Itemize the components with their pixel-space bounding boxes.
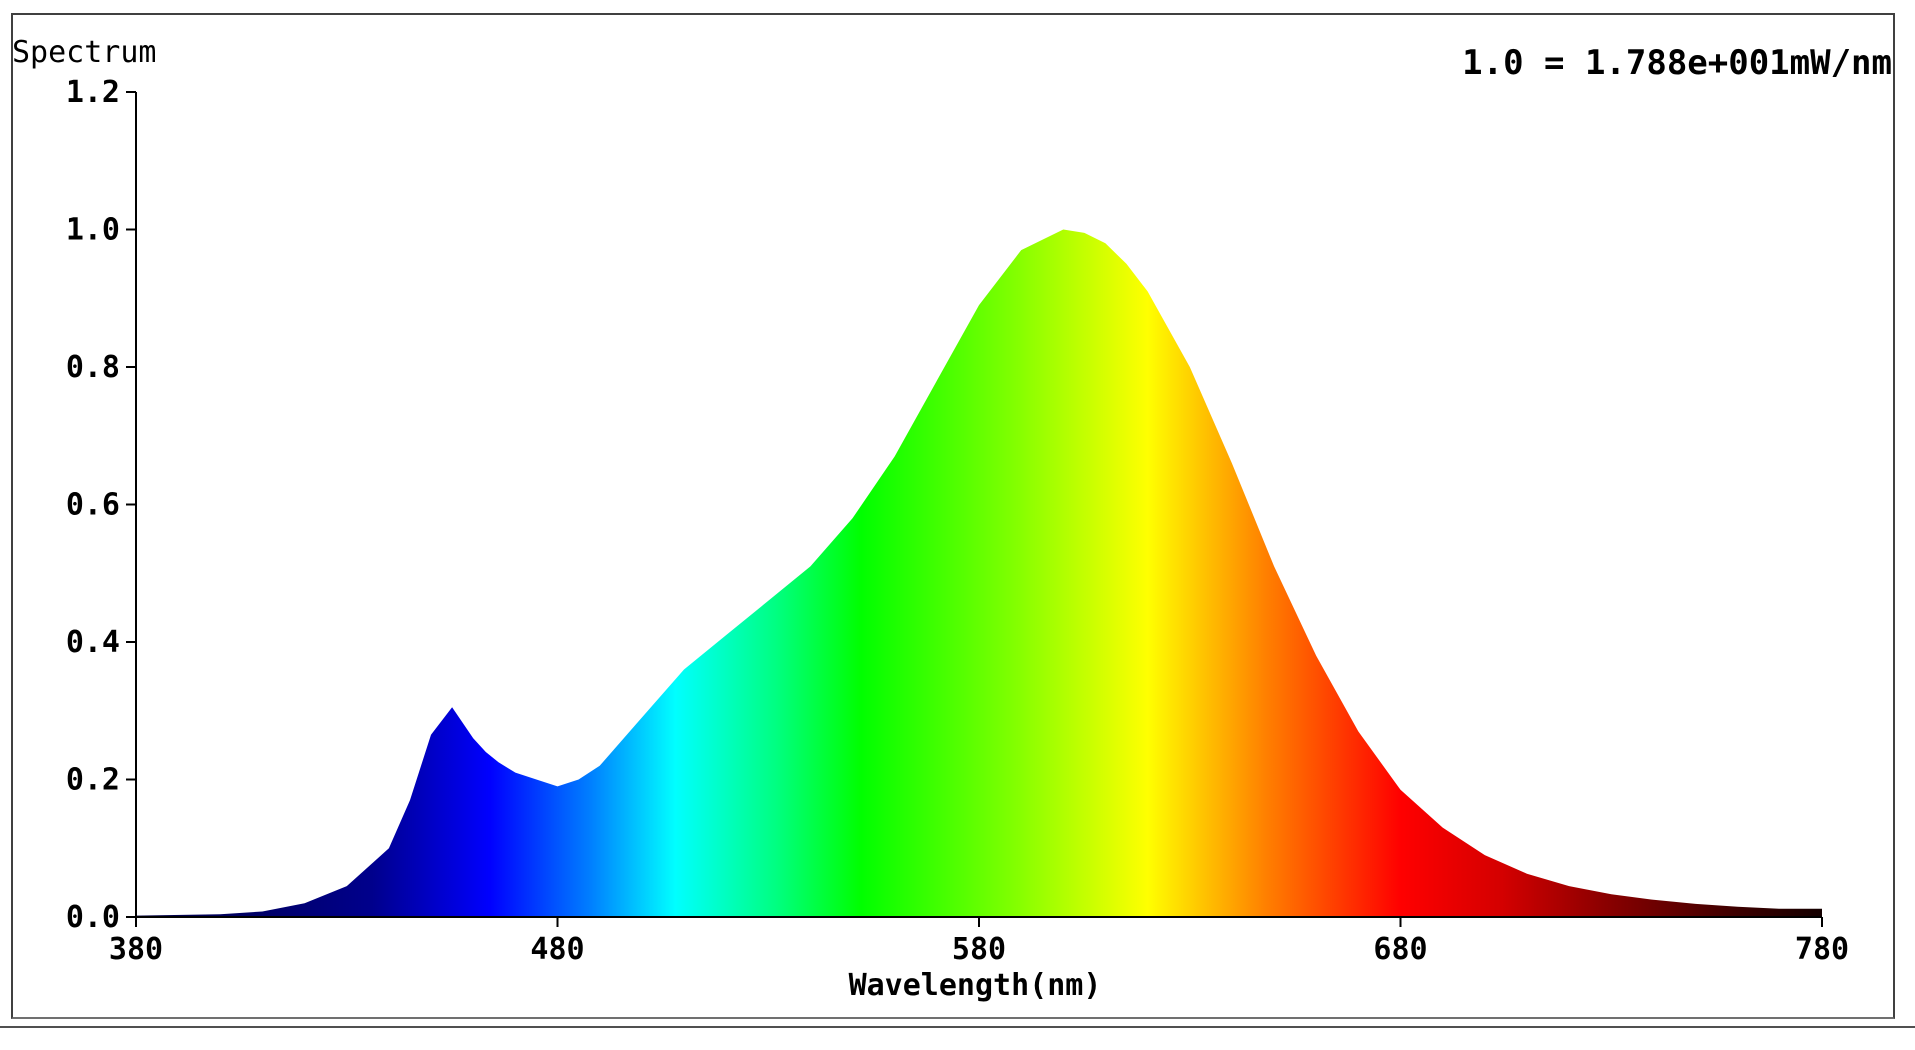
x-tick-label: 780	[1795, 932, 1849, 967]
y-tick-label: 0.2	[66, 763, 120, 798]
y-tick-label: 0.0	[66, 900, 120, 935]
chart-title: Spectrum	[12, 35, 157, 70]
y-tick-label: 0.4	[66, 625, 120, 660]
x-tick-label: 580	[952, 932, 1006, 967]
x-tick-label: 680	[1373, 932, 1427, 967]
bottom-rule	[0, 1026, 1915, 1028]
x-tick-label: 480	[530, 932, 584, 967]
y-tick-label: 1.0	[66, 213, 120, 248]
scale-annotation: 1.0 = 1.788e+001mW/nm	[1462, 43, 1892, 83]
x-ticks: 380 480 580 680 780	[109, 917, 1849, 967]
y-tick-label: 1.2	[66, 75, 120, 110]
x-tick-label: 380	[109, 932, 163, 967]
y-tick-label: 0.6	[66, 488, 120, 523]
y-ticks: 0.0 0.2 0.4 0.6 0.8 1.0 1.2	[66, 75, 136, 935]
spectrum-area	[136, 229, 1822, 917]
x-axis-label: Wavelength(nm)	[849, 968, 1102, 1003]
y-tick-label: 0.8	[66, 350, 120, 385]
